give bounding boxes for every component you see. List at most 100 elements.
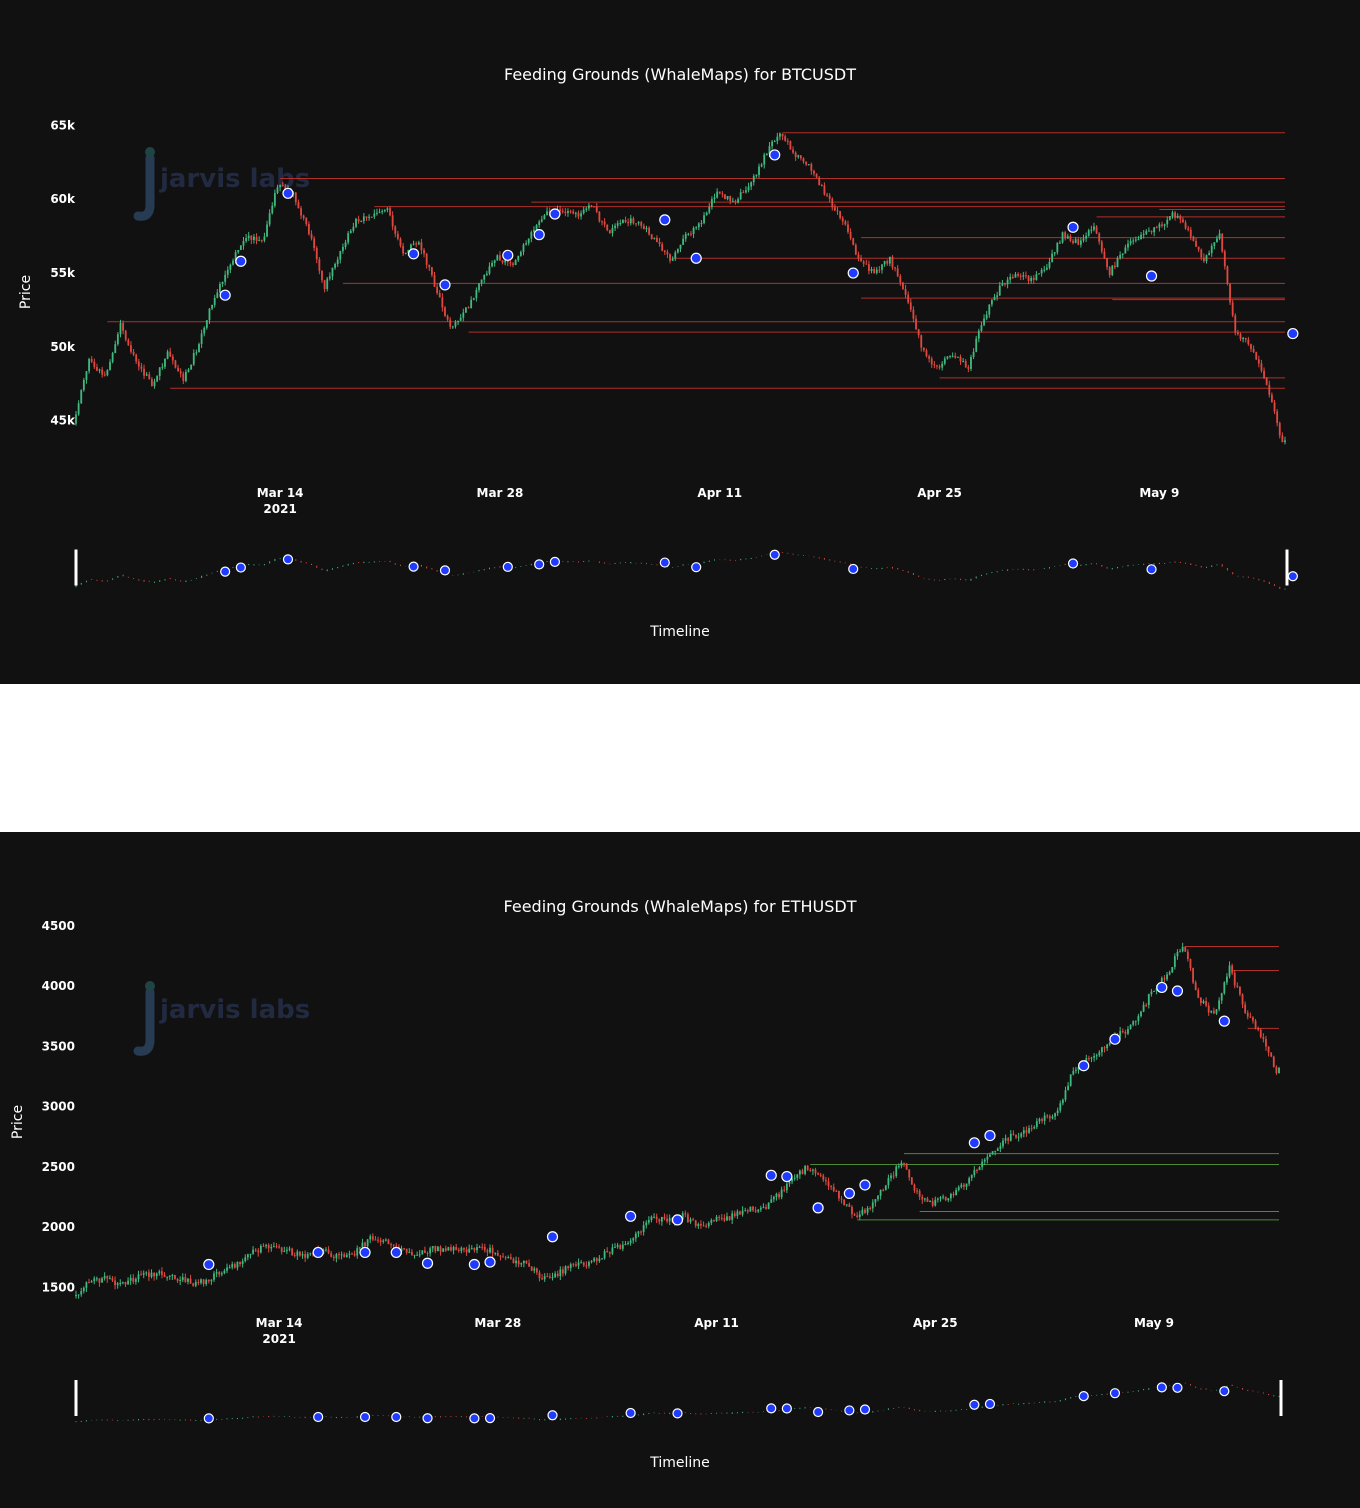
candle — [231, 1264, 234, 1268]
candle — [203, 327, 206, 334]
watermark-text: jarvis labs — [159, 995, 310, 1025]
candle — [957, 1187, 960, 1191]
candle — [690, 233, 692, 235]
candle — [533, 229, 535, 233]
whale-marker — [968, 1137, 980, 1149]
candle — [439, 1246, 442, 1252]
candle — [1260, 363, 1263, 371]
candle — [114, 344, 117, 354]
candle — [886, 261, 889, 264]
candle — [881, 264, 883, 270]
candle — [1200, 249, 1203, 258]
candle — [1054, 1113, 1056, 1117]
candle — [1121, 253, 1124, 255]
candle — [849, 231, 852, 239]
candle — [572, 211, 575, 214]
candle — [441, 297, 444, 308]
candle — [1197, 990, 1200, 998]
candle — [379, 1240, 382, 1242]
candle — [454, 322, 457, 327]
candle — [1132, 240, 1135, 242]
candle — [728, 1216, 731, 1220]
candle — [1038, 1119, 1041, 1122]
candle — [627, 222, 630, 224]
candle — [666, 1218, 668, 1222]
candle — [460, 1247, 463, 1251]
candle — [564, 1266, 567, 1274]
candle — [272, 1246, 275, 1248]
candle — [810, 164, 813, 171]
candle — [1140, 234, 1142, 240]
candle — [239, 1261, 241, 1265]
candle — [1082, 238, 1085, 241]
x-axis-label: Timeline — [649, 624, 710, 640]
candle — [451, 326, 454, 328]
candle — [371, 1236, 374, 1240]
candle — [293, 1255, 296, 1257]
candle — [304, 1254, 307, 1258]
candle — [153, 381, 156, 387]
candle — [1056, 1110, 1059, 1114]
candle — [559, 1269, 562, 1277]
candle — [1197, 246, 1200, 250]
range-slider[interactable] — [74, 549, 1298, 590]
candle — [569, 1264, 572, 1269]
candle — [856, 1215, 859, 1217]
candle — [483, 1246, 486, 1251]
whale-marker — [859, 1179, 871, 1191]
candle — [438, 293, 441, 298]
candle — [606, 1251, 609, 1253]
range-slider[interactable] — [74, 1380, 1283, 1424]
candle — [1134, 239, 1137, 241]
candle — [548, 211, 551, 213]
candle — [942, 1196, 945, 1198]
candle — [593, 206, 596, 208]
candle — [462, 312, 465, 318]
candle — [75, 1295, 77, 1297]
candle — [830, 1186, 833, 1188]
candle — [716, 191, 719, 198]
candle — [373, 213, 376, 217]
candle — [828, 195, 831, 199]
candle — [905, 1163, 908, 1170]
candle — [334, 264, 336, 268]
candle — [1061, 1099, 1064, 1104]
candle — [1098, 1052, 1101, 1056]
whale-marker — [359, 1246, 371, 1259]
candle — [989, 1154, 991, 1157]
candle — [869, 1207, 872, 1209]
candle — [998, 285, 1001, 296]
candle — [697, 223, 700, 228]
whale-marker — [533, 229, 545, 241]
candle — [938, 366, 941, 368]
candle — [254, 1249, 257, 1251]
slider-marker — [1078, 1391, 1089, 1402]
candle — [262, 1245, 265, 1247]
candle — [575, 1264, 577, 1266]
candle — [142, 1273, 145, 1275]
candle — [614, 225, 616, 229]
candle — [442, 1248, 445, 1252]
candle — [538, 221, 541, 226]
candle — [861, 1209, 864, 1215]
candle — [707, 1222, 710, 1227]
candle — [327, 1249, 330, 1254]
candle — [119, 1282, 122, 1284]
candle — [527, 238, 530, 244]
candle — [1244, 1004, 1247, 1013]
candle — [213, 1273, 215, 1280]
candle — [1098, 233, 1101, 242]
candle — [153, 1272, 156, 1277]
candle — [1176, 215, 1179, 218]
candle — [143, 368, 145, 376]
whale-marker — [421, 1257, 434, 1269]
candle — [933, 364, 936, 366]
slider-marker — [848, 563, 859, 575]
candle — [1108, 1042, 1111, 1045]
candle — [981, 1161, 984, 1168]
candle — [205, 320, 208, 328]
candle — [1069, 236, 1072, 241]
candle — [132, 1277, 135, 1282]
y-tick-label: 45k — [50, 414, 76, 428]
candle — [132, 351, 135, 355]
